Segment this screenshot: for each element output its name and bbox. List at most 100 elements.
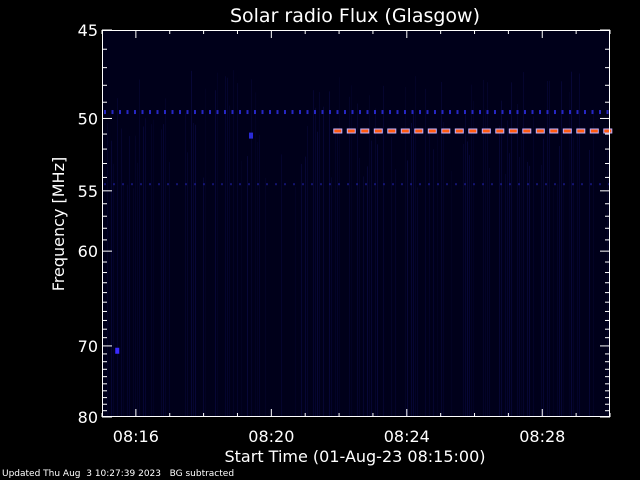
band-dash (141, 110, 144, 115)
band-dash (104, 110, 106, 115)
band-dash (361, 129, 369, 133)
noise-streak (307, 126, 308, 416)
band-dash (158, 183, 160, 186)
band-dash (486, 110, 489, 115)
noise-streak (195, 124, 196, 416)
band-dash (471, 110, 474, 115)
noise-streak (415, 76, 416, 417)
band-dash (554, 183, 556, 186)
band-dash (334, 129, 342, 133)
noise-streak (187, 152, 188, 416)
noise-streak (127, 184, 128, 416)
noise-streak (519, 156, 520, 416)
noise-streak (499, 125, 500, 417)
band-dash (231, 110, 234, 115)
y-axis: 45 50 55 60 70 80 (78, 21, 610, 427)
band-dash (239, 183, 241, 186)
band-dash (266, 183, 268, 186)
band-dash (455, 183, 457, 186)
x-tick-label: 08:24 (384, 427, 430, 446)
noise-streak (317, 131, 318, 416)
noise-streak (145, 118, 146, 416)
noise-streak (505, 173, 506, 416)
band-dash (224, 110, 226, 115)
band-dash (516, 110, 519, 115)
band-dash (404, 110, 406, 115)
band-dash (374, 129, 382, 133)
band-dash (254, 110, 256, 115)
band-dash (599, 183, 601, 186)
band-dash (293, 183, 295, 186)
band-dash (561, 110, 564, 115)
band-dash (347, 183, 349, 186)
noise-streak (153, 119, 154, 416)
noise-streak (369, 95, 370, 416)
noise-streak (123, 182, 124, 416)
noise-streak (335, 128, 336, 416)
band-dash (604, 129, 612, 133)
noise-streak (507, 120, 508, 416)
noise-streak (579, 73, 580, 417)
band-dash (524, 110, 526, 115)
band-dash (149, 110, 151, 115)
band-dash (248, 183, 250, 186)
band-dash (269, 110, 271, 115)
noise-streak (383, 85, 384, 417)
x-tick-label: 08:16 (113, 427, 159, 446)
noise-streak (571, 71, 572, 416)
band-dash (392, 183, 394, 186)
x-tick-label: 08:20 (248, 427, 294, 446)
noise-streak (557, 183, 558, 416)
noise-streak (549, 80, 550, 416)
noise-streak (229, 105, 230, 416)
band-dash (167, 183, 169, 186)
band-dash (344, 110, 346, 115)
plot-frame (102, 30, 610, 417)
noise-streak (203, 177, 204, 416)
band-dash (329, 183, 331, 186)
noise-streak (305, 156, 306, 416)
band-dash (539, 110, 541, 115)
noise-streak (573, 137, 574, 416)
band-dash (426, 110, 429, 115)
noise-streak (469, 154, 470, 417)
band-dash (239, 110, 241, 115)
chart-title: Solar radio Flux (Glasgow) (230, 5, 480, 27)
noise-streak (349, 96, 350, 416)
band-dash (401, 129, 409, 133)
band-dash (230, 183, 232, 186)
band-dash (284, 183, 286, 186)
band-dash (365, 183, 367, 186)
noise-streak (357, 103, 358, 416)
band-dash (366, 110, 369, 115)
band-dash (194, 183, 196, 186)
band-dash (383, 183, 385, 186)
band-dash (576, 110, 579, 115)
noise-streak (395, 169, 396, 416)
band-dash (410, 183, 412, 186)
band-dash (194, 110, 196, 115)
noise-streak (281, 154, 282, 416)
band-dash (554, 110, 556, 115)
y-tick-label: 50 (78, 109, 98, 128)
band-dash (411, 110, 414, 115)
band-dash (389, 110, 391, 115)
emission-spot (249, 132, 254, 139)
noise-streak (559, 146, 560, 416)
noise-streak (351, 85, 352, 417)
band-dash (261, 110, 264, 115)
band-dash (479, 110, 481, 115)
band-dash (584, 110, 586, 115)
band-dash (536, 129, 544, 133)
band-dash (176, 183, 178, 186)
band-dash (131, 183, 133, 186)
noise-streak (375, 108, 376, 416)
band-dash (209, 110, 211, 115)
noise-streak (319, 92, 320, 416)
band-dash (590, 129, 598, 133)
x-axis: 08:16 08:20 08:24 08:28 (101, 30, 611, 446)
band-dash (509, 129, 517, 133)
emission-features (104, 110, 613, 354)
band-dash (186, 110, 189, 115)
noise-streak (607, 150, 608, 416)
